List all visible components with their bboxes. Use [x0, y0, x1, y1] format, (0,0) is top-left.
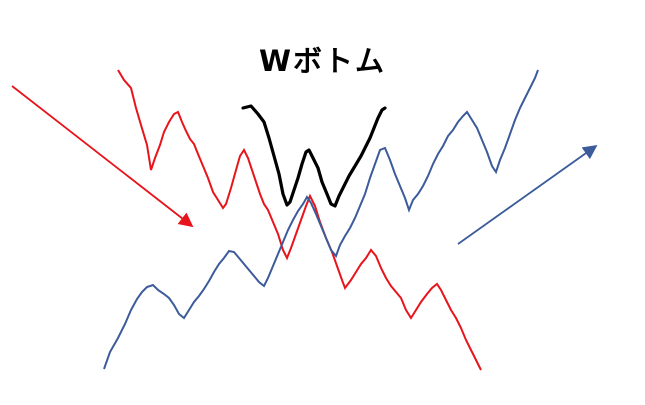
diagram-title: Wボトム: [259, 44, 386, 78]
uptrend-arrow: [457, 144, 598, 245]
red-price-line: [117, 69, 482, 371]
downtrend-arrow: [11, 85, 194, 228]
blue-price-line: [103, 69, 539, 370]
w-bottom-shape: [241, 104, 387, 208]
